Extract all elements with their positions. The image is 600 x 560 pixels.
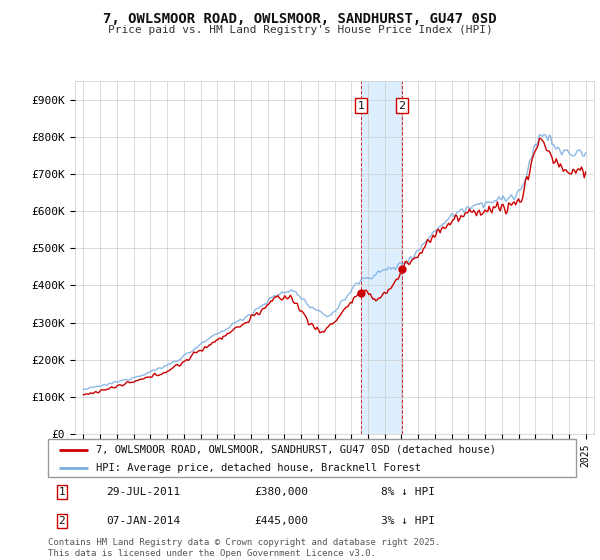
- Text: 29-JUL-2011: 29-JUL-2011: [106, 487, 181, 497]
- Text: £445,000: £445,000: [254, 516, 308, 526]
- Text: Price paid vs. HM Land Registry's House Price Index (HPI): Price paid vs. HM Land Registry's House …: [107, 25, 493, 35]
- Text: 1: 1: [358, 101, 364, 111]
- FancyBboxPatch shape: [48, 439, 576, 477]
- Text: 07-JAN-2014: 07-JAN-2014: [106, 516, 181, 526]
- Text: Contains HM Land Registry data © Crown copyright and database right 2025.
This d: Contains HM Land Registry data © Crown c…: [48, 538, 440, 558]
- Text: 2: 2: [398, 101, 406, 111]
- Text: 2: 2: [59, 516, 65, 526]
- Text: 8% ↓ HPI: 8% ↓ HPI: [380, 487, 434, 497]
- Text: 1: 1: [59, 487, 65, 497]
- Bar: [361, 81, 402, 434]
- Text: £380,000: £380,000: [254, 487, 308, 497]
- Text: 3% ↓ HPI: 3% ↓ HPI: [380, 516, 434, 526]
- Text: 7, OWLSMOOR ROAD, OWLSMOOR, SANDHURST, GU47 0SD: 7, OWLSMOOR ROAD, OWLSMOOR, SANDHURST, G…: [103, 12, 497, 26]
- Text: HPI: Average price, detached house, Bracknell Forest: HPI: Average price, detached house, Brac…: [95, 463, 421, 473]
- Text: 7, OWLSMOOR ROAD, OWLSMOOR, SANDHURST, GU47 0SD (detached house): 7, OWLSMOOR ROAD, OWLSMOOR, SANDHURST, G…: [95, 445, 496, 455]
